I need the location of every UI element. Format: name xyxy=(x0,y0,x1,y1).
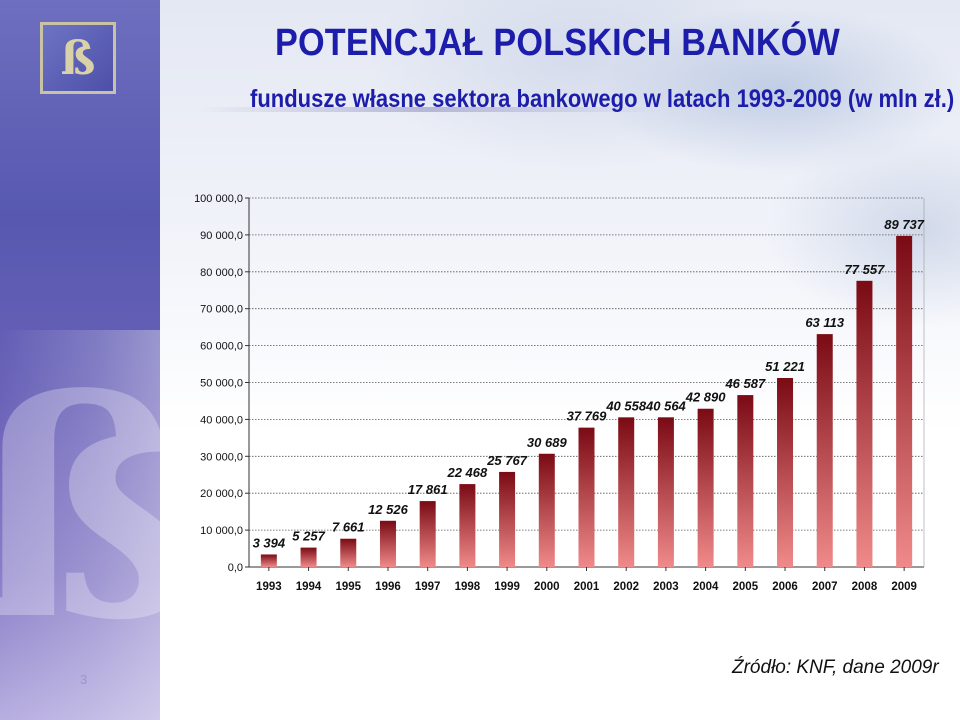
y-tick-label: 0,0 xyxy=(228,562,243,574)
x-tick-label: 1997 xyxy=(415,581,441,593)
y-tick-label: 30 000,0 xyxy=(200,451,243,463)
data-label: 40 558 xyxy=(605,398,647,413)
bar-1994 xyxy=(300,547,317,567)
x-tick-label: 2007 xyxy=(812,581,838,593)
y-tick-label: 40 000,0 xyxy=(200,414,243,426)
data-label: 3 394 xyxy=(253,535,286,550)
x-tick-label: 2009 xyxy=(891,581,917,593)
x-tick-label: 2006 xyxy=(772,581,798,593)
page-number: 3 xyxy=(80,672,88,687)
data-label: 5 257 xyxy=(292,529,325,544)
data-label: 12 526 xyxy=(368,502,409,517)
bar-1995 xyxy=(340,538,357,567)
source-note: Źródło: KNF, dane 2009r xyxy=(732,657,939,678)
bar-2001 xyxy=(578,427,595,567)
page-subtitle: fundusze własne sektora bankowego w lata… xyxy=(250,85,955,113)
bar-2006 xyxy=(777,377,794,567)
chart-bars xyxy=(260,235,913,567)
bar-2007 xyxy=(816,334,833,567)
bar-2002 xyxy=(618,417,635,567)
y-tick-label: 60 000,0 xyxy=(200,341,243,353)
bank-logo-icon: ß xyxy=(40,22,116,94)
x-tick-label: 1999 xyxy=(494,581,520,593)
data-label: 30 689 xyxy=(527,435,568,450)
sidebar-glow xyxy=(0,330,160,720)
data-label: 77 557 xyxy=(845,262,886,277)
y-tick-label: 80 000,0 xyxy=(200,267,243,279)
x-tick-label: 2004 xyxy=(693,581,719,593)
data-label: 89 737 xyxy=(884,217,925,232)
y-axis-tick-labels: 0,0 10 000,0 20 000,0 30 000,0 40 000,0 50 00… xyxy=(194,193,243,574)
data-label: 42 890 xyxy=(685,390,727,405)
y-tick-label: 20 000,0 xyxy=(200,488,243,500)
x-tick-label: 2000 xyxy=(534,581,560,593)
x-tick-label: 2008 xyxy=(852,581,878,593)
bar-2003 xyxy=(657,417,674,567)
x-tick-label: 1998 xyxy=(455,581,481,593)
data-label: 17 861 xyxy=(408,482,448,497)
x-tick-label: 1993 xyxy=(256,581,282,593)
bar-2005 xyxy=(737,395,754,567)
data-label: 37 769 xyxy=(567,409,608,424)
bar-2009 xyxy=(896,235,913,567)
x-tick-label: 2002 xyxy=(613,581,639,593)
x-tick-label: 1994 xyxy=(296,581,322,593)
x-tick-label: 1996 xyxy=(375,581,401,593)
bar-2000 xyxy=(538,453,555,567)
logo-glyph: ß xyxy=(60,31,96,85)
x-tick-label: 2005 xyxy=(733,581,759,593)
y-tick-label: 90 000,0 xyxy=(200,230,243,242)
x-tick-label: 2001 xyxy=(574,581,600,593)
page-title: POTENCJAŁ POLSKICH BANKÓW xyxy=(275,22,841,64)
bar-1999 xyxy=(499,471,516,567)
bar-2004 xyxy=(697,408,714,567)
x-tick-label: 1995 xyxy=(335,581,361,593)
title-underline xyxy=(197,107,657,112)
x-axis-tick-labels: 1993 1994 1995 1996 1997 1998 1999 2000 2001 2002… xyxy=(256,581,917,593)
x-tick-label: 2003 xyxy=(653,581,679,593)
bar-1997 xyxy=(419,501,436,567)
y-tick-label: 10 000,0 xyxy=(200,525,243,537)
sidebar-band: ß xyxy=(0,0,170,720)
bar-1998 xyxy=(459,484,476,567)
y-tick-label: 70 000,0 xyxy=(200,304,243,316)
data-label: 46 587 xyxy=(724,376,766,391)
bar-1993 xyxy=(260,554,277,567)
y-tick-label: 50 000,0 xyxy=(200,378,243,390)
y-tick-label: 100 000,0 xyxy=(194,193,243,205)
data-label: 22 468 xyxy=(446,465,488,480)
bar-1996 xyxy=(379,520,396,567)
bar-2008 xyxy=(856,280,873,567)
data-label: 25 767 xyxy=(486,453,528,468)
data-label: 51 221 xyxy=(765,359,805,374)
data-label: 7 661 xyxy=(332,520,365,535)
data-label: 63 113 xyxy=(805,315,845,330)
watermark-bank-logo-icon: ß xyxy=(0,350,170,670)
data-label: 40 564 xyxy=(645,398,687,413)
